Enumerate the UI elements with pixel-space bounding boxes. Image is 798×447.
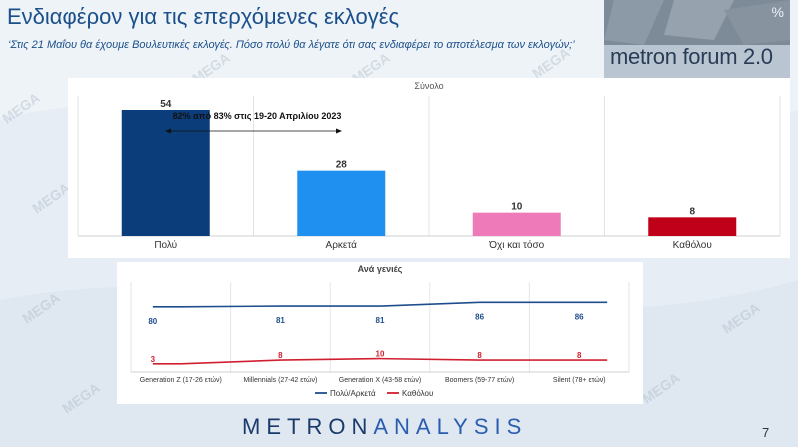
brand-right: ANALYSIS (373, 414, 528, 439)
bar-value-label: 10 (511, 202, 523, 213)
annotation-text: 82% από 83% στις 19-20 Απριλίου 2023 (173, 111, 342, 121)
line-category-label: Millennials (27-42 ετών) (243, 376, 317, 384)
series-data-label: 8 (577, 351, 582, 360)
series-data-label: 86 (575, 312, 584, 321)
series-data-label: 8 (477, 351, 482, 360)
brand-left: METRON (242, 414, 374, 439)
series-line-1 (152, 301, 608, 308)
bar-chart-title: Σύνολο (414, 81, 443, 91)
logo-photo (604, 0, 790, 78)
logo-text: metron forum 2.0 (610, 44, 773, 69)
bar-category-label: Όχι και τόσο (488, 239, 544, 251)
line-chart-generations: Ανά γενιές 80 81 81 86 86 3 8 10 8 8 Generation Z … (117, 262, 643, 404)
bar-category-label: Καθόλου (673, 239, 712, 251)
page-number: 7 (762, 425, 770, 440)
series-data-label: 3 (151, 355, 156, 364)
bar-4 (648, 217, 737, 236)
series-data-label: 10 (376, 350, 385, 359)
bar-2 (297, 170, 386, 236)
line-category-label: Generation X (43-58 ετών) (339, 376, 421, 384)
legend-label: Καθόλου (402, 389, 433, 398)
metron-analysis-logo: METRONANALYSIS (242, 414, 527, 440)
series-line-2 (152, 357, 608, 365)
bar-chart-annotation: 82% από 83% στις 19-20 Απριλίου 2023 (165, 111, 342, 134)
page-subtitle: ‘Στις 21 Μαΐου θα έχουμε Βουλευτικές εκλ… (8, 39, 575, 51)
line-chart-legend: Πολύ/Αρκετά Καθόλου (315, 389, 433, 398)
page-title: Ενδιαφέρον για τις επερχόμενες εκλογές (7, 4, 400, 29)
series-data-label: 8 (278, 351, 283, 360)
bar-value-label: 28 (336, 160, 348, 171)
series-data-label: 80 (148, 317, 157, 326)
bar-1 (121, 110, 210, 236)
series-data-label: 81 (376, 316, 385, 325)
bar-value-label: 54 (160, 99, 172, 110)
metron-forum-logo: % metron forum 2.0 (604, 0, 790, 78)
line-category-label: Generation Z (17-26 ετών) (140, 376, 222, 384)
bar-value-label: 8 (689, 206, 695, 217)
bar-3 (472, 212, 561, 236)
bar-category-label: Πολύ (154, 239, 177, 251)
legend-label: Πολύ/Αρκετά (330, 389, 376, 398)
bar-chart-total: Σύνολο 54 Πολύ 28 Αρκετά 10 Όχι και τόσο 8 Καθό… (68, 78, 790, 258)
line-chart-title: Ανά γενιές (358, 264, 403, 274)
bar-category-label: Αρκετά (326, 239, 358, 251)
line-category-label: Silent (78+ ετών) (553, 376, 606, 384)
series-data-label: 86 (475, 312, 484, 321)
series-data-label: 81 (276, 316, 285, 325)
line-category-label: Boomers (59-77 ετών) (445, 376, 514, 384)
line-chart-grid (130, 282, 630, 373)
line-chart-series: 80 81 81 86 86 3 8 10 8 8 Generation Z (17-26 ετών… (140, 301, 608, 384)
logo-percent: % (771, 4, 784, 20)
